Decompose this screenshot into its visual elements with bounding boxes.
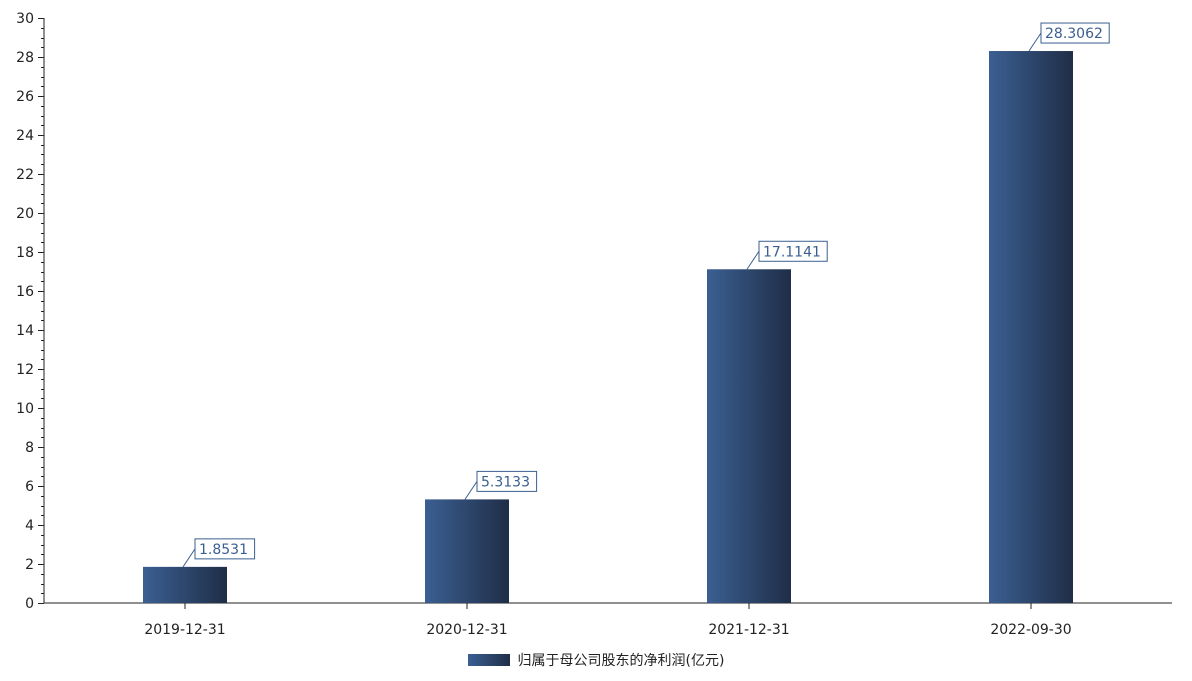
x-tick-label: 2020-12-31 bbox=[426, 622, 507, 638]
y-tick-label: 2 bbox=[25, 557, 34, 573]
data-label: 28.3062 bbox=[1045, 26, 1103, 42]
y-tick-label: 20 bbox=[16, 206, 34, 222]
y-tick-label: 6 bbox=[25, 479, 34, 495]
data-label: 5.3133 bbox=[481, 474, 530, 490]
legend: 归属于母公司股东的净利润(亿元) bbox=[0, 650, 1192, 670]
y-tick-label: 22 bbox=[16, 167, 34, 183]
data-label-box bbox=[476, 470, 538, 492]
y-tick-label: 28 bbox=[16, 50, 34, 66]
y-tick-label: 16 bbox=[16, 284, 34, 300]
y-tick-label: 12 bbox=[16, 362, 34, 378]
bar bbox=[425, 499, 509, 603]
data-label-box bbox=[194, 538, 256, 560]
y-tick-label: 30 bbox=[16, 11, 34, 27]
data-label-leader bbox=[746, 250, 760, 270]
data-label-leader bbox=[464, 481, 478, 500]
y-tick-label: 26 bbox=[16, 89, 34, 105]
y-tick-label: 10 bbox=[16, 401, 34, 417]
data-label-leader bbox=[182, 548, 196, 568]
y-tick-label: 18 bbox=[16, 245, 34, 261]
bar bbox=[707, 269, 791, 603]
bar bbox=[143, 566, 227, 603]
x-tick-label: 2022-09-30 bbox=[990, 622, 1071, 638]
data-label-box bbox=[758, 240, 828, 262]
y-tick-label: 24 bbox=[16, 128, 34, 144]
x-tick-label: 2021-12-31 bbox=[708, 622, 789, 638]
legend-label: 归属于母公司股东的净利润(亿元) bbox=[517, 653, 725, 669]
data-label: 17.1141 bbox=[763, 244, 821, 260]
y-tick-label: 0 bbox=[25, 596, 34, 612]
legend-swatch bbox=[467, 654, 510, 666]
bar bbox=[989, 51, 1073, 603]
y-tick-label: 8 bbox=[25, 440, 34, 456]
data-label: 1.8531 bbox=[199, 542, 248, 558]
bars bbox=[143, 51, 1073, 603]
data-label-leader bbox=[1028, 32, 1042, 52]
y-tick-label: 14 bbox=[16, 323, 34, 339]
data-labels: 1.8531 5.3133 17.1141 28.3062 bbox=[182, 22, 1110, 568]
x-tick-label: 2019-12-31 bbox=[144, 622, 225, 638]
y-tick-label: 4 bbox=[25, 518, 34, 534]
data-label-box bbox=[1040, 22, 1110, 44]
